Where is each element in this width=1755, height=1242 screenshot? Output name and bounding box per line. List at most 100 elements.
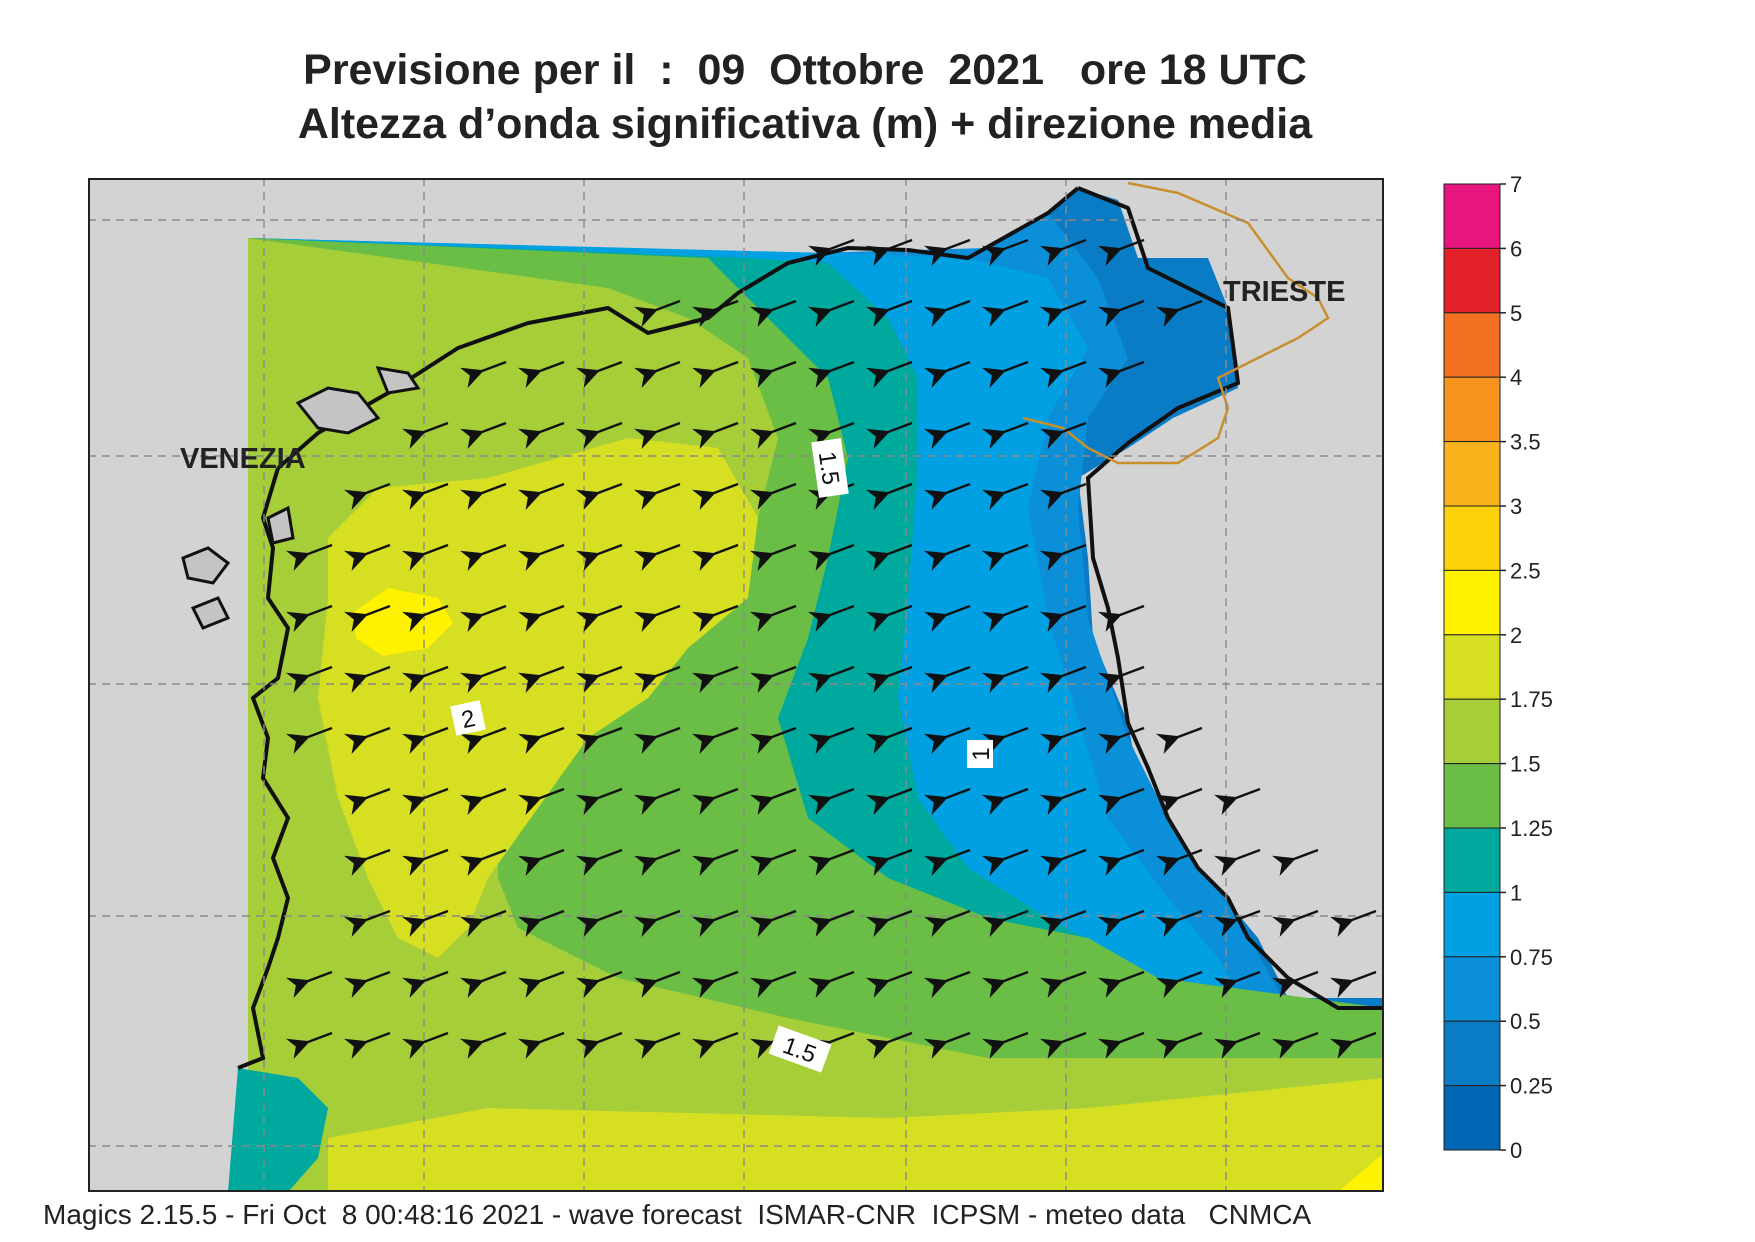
colorbar-legend: 7 6 5 4 3.5 3 2.5 2 1.75 1.5 1.25 1 0.75 0.5 0.25 0 [1443, 172, 1553, 1160]
wave-arrow [982, 543, 1029, 571]
wave-arrow [402, 543, 449, 571]
wave-arrow [924, 665, 971, 693]
wave-arrow [750, 604, 797, 632]
wave-arrow [402, 604, 449, 632]
wave-arrow [1330, 1031, 1377, 1059]
colorbar-tick-label: 2 [1510, 623, 1522, 648]
wave-arrow [808, 726, 855, 754]
wave-arrow [924, 909, 971, 937]
wave-arrow [692, 1031, 739, 1059]
wave-arrow [808, 360, 855, 388]
wave-arrow [750, 909, 797, 937]
wave-arrow [1330, 909, 1377, 937]
colorbar-tick-label: 0.75 [1510, 945, 1553, 970]
band-1-25-lagoon [228, 1068, 328, 1192]
wave-arrow [692, 360, 739, 388]
wave-direction-arrows [286, 238, 1377, 1059]
wave-arrow [1098, 787, 1145, 815]
wave-arrow [344, 848, 391, 876]
wave-arrow [286, 543, 333, 571]
wave-arrow [1040, 543, 1087, 571]
wave-arrow [924, 543, 971, 571]
wave-arrow [866, 787, 913, 815]
wave-arrow [634, 360, 681, 388]
wave-arrow [634, 1031, 681, 1059]
wave-arrow [460, 787, 507, 815]
wave-arrow [1040, 299, 1087, 327]
wave-arrow [808, 1031, 855, 1059]
wave-arrow [1040, 726, 1087, 754]
wave-arrow [576, 787, 623, 815]
wave-arrow [576, 543, 623, 571]
wave-arrow [402, 848, 449, 876]
colorbar-swatch [1443, 312, 1501, 378]
wave-arrow [344, 726, 391, 754]
wave-arrow [344, 604, 391, 632]
coastline-venice-lagoon [237, 467, 291, 1070]
city-label-venezia: VENEZIA [180, 443, 306, 475]
wave-arrow [982, 360, 1029, 388]
wave-arrow [866, 726, 913, 754]
colorbar-swatch [1443, 891, 1501, 958]
wave-arrow [460, 665, 507, 693]
wave-arrow [344, 665, 391, 693]
colorbar-tick-label: 5 [1510, 301, 1522, 326]
wave-arrow [1156, 848, 1203, 876]
wave-arrow [402, 665, 449, 693]
wave-arrow [1156, 726, 1203, 754]
wave-arrow [518, 421, 565, 449]
wave-arrow [866, 665, 913, 693]
wave-arrow [634, 543, 681, 571]
wave-arrow [924, 299, 971, 327]
wave-arrow [924, 360, 971, 388]
wave-arrow [808, 665, 855, 693]
wave-arrow [1040, 1031, 1087, 1059]
wave-arrow [518, 665, 565, 693]
wave-arrow [1098, 604, 1145, 632]
wave-arrow [1040, 787, 1087, 815]
wave-arrow [692, 299, 739, 327]
wave-arrow [1040, 848, 1087, 876]
wave-arrow [1098, 665, 1145, 693]
wave-arrow [1098, 360, 1145, 388]
colorbar-swatch [1443, 1020, 1501, 1087]
wave-arrow [634, 848, 681, 876]
wave-arrow [692, 604, 739, 632]
colorbar-tick-label: 7 [1510, 172, 1522, 197]
wave-arrow [576, 1031, 623, 1059]
wave-arrow [518, 1031, 565, 1059]
wave-arrow [924, 421, 971, 449]
wave-arrow [692, 726, 739, 754]
colorbar-swatch [1443, 956, 1501, 1022]
wave-arrow [808, 604, 855, 632]
wave-arrow [402, 787, 449, 815]
wave-arrow [1214, 909, 1261, 937]
colorbar-swatch [1443, 827, 1501, 893]
wave-arrow [344, 1031, 391, 1059]
wave-arrow [982, 848, 1029, 876]
wave-arrow [982, 299, 1029, 327]
colorbar-tick-label: 1.25 [1510, 816, 1553, 841]
wave-arrow [750, 482, 797, 510]
wave-arrow [924, 604, 971, 632]
contour-label-1: 1 [967, 740, 995, 768]
wave-arrow [982, 604, 1029, 632]
wave-arrow [402, 970, 449, 998]
wave-arrow [1272, 848, 1319, 876]
lagoon-islands [181, 366, 421, 630]
wave-arrow [866, 970, 913, 998]
wave-arrow [692, 848, 739, 876]
wave-arrow [576, 726, 623, 754]
wave-arrow [692, 970, 739, 998]
wave-arrow [1040, 360, 1087, 388]
credit-footer: Magics 2.15.5 - Fri Oct 8 00:48:16 2021 … [43, 1199, 1312, 1230]
wave-arrow [1214, 848, 1261, 876]
wave-arrow [692, 787, 739, 815]
wave-arrow [866, 360, 913, 388]
colorbar-tick-label: 0.5 [1510, 1009, 1541, 1034]
wave-arrow [286, 970, 333, 998]
wave-arrow [866, 909, 913, 937]
contour-label-text: 1.5 [813, 450, 844, 487]
wave-arrow [576, 909, 623, 937]
wave-arrow [750, 299, 797, 327]
